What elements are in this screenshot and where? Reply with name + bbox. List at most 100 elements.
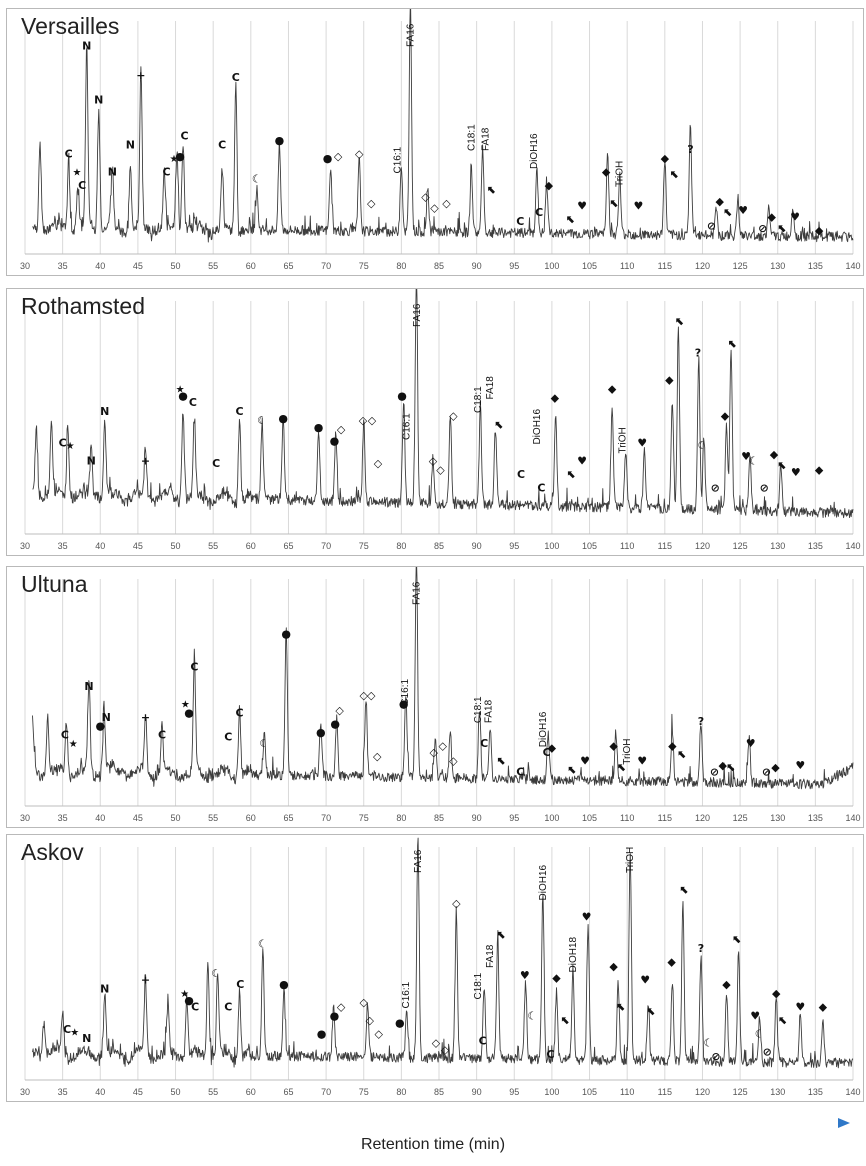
compound-label: C18:1 [466,124,477,151]
chromatogram-plot: 30 35 40 45 50 55 60 65 70 75 80 85 90 95 100 105 110 115… [20,9,861,271]
peak-annotation: ◆ [667,956,676,969]
x-tick-label: 105 [582,1087,597,1097]
peak-annotation: C [543,746,551,759]
peak-annotation: ◇ [335,704,344,717]
compound-label: FA16 [405,23,416,47]
compound-label: FA16 [413,849,424,873]
x-tick-label: 135 [808,261,823,271]
peak-annotation: ☾ [211,967,221,980]
x-tick-label: 140 [845,261,860,271]
x-axis-title: Retention time (min) [360,1136,506,1153]
x-tick-label: 100 [544,541,559,551]
peak-annotation: ◇ [430,202,439,215]
peak-annotation: ⊘ [711,1050,720,1063]
peak-annotation: ⬉ [487,184,496,197]
x-tick-label: 70 [321,261,331,271]
peak-annotation: ◇ [429,455,438,468]
peak-annotation: ◇ [375,1028,384,1041]
compound-label: FA18 [485,944,496,968]
peak-annotation: ☾ [698,439,708,452]
x-tick-label: 30 [20,541,30,551]
x-tick-label: 90 [472,261,482,271]
peak-annotation: + [141,974,150,987]
x-tick-label: 50 [171,541,181,551]
compound-label: C16:1 [393,146,404,173]
peak-annotation: ♥ [577,199,587,212]
peak-annotation: ◇ [439,739,448,752]
peak-annotation: ● [184,994,194,1007]
x-tick-label: 70 [321,813,331,823]
x-tick-label: 35 [58,541,68,551]
peak-annotation: ◆ [770,448,779,461]
compound-label: DiOH16 [532,408,543,444]
chromatogram-panel-versailles: Versailles 30 35 40 45 50 55 60 65 70 75 80 85 90 95 1… [6,8,864,276]
peak-annotation: C [480,737,488,750]
peak-annotation: ● [330,434,340,447]
peak-annotation: ⊘ [711,482,720,495]
panel-title: Askov [21,839,84,865]
peak-annotation: C [212,457,220,470]
x-tick-label: 35 [58,813,68,823]
x-tick-label: 45 [133,541,143,551]
x-tick-label: 140 [845,813,860,823]
peak-annotation: C [516,215,524,228]
peak-annotation: ⊘ [707,220,716,233]
x-tick-label: 110 [620,813,634,823]
peak-annotation: + [136,69,145,82]
peak-annotation: ◆ [609,960,618,973]
x-tick-label: 85 [434,261,444,271]
peak-annotation: ♥ [520,969,530,982]
peak-annotation: ⬉ [566,213,575,226]
peak-annotation: C [546,1048,554,1061]
peak-annotation: ☾ [755,1028,765,1041]
compound-label: C18:1 [473,972,484,999]
peak-annotation: N [100,983,109,996]
x-tick-label: 130 [770,541,785,551]
compound-label: DiOH16 [529,133,540,169]
peak-annotation: ☾ [527,1010,537,1023]
peak-annotation: ◆ [772,987,781,1000]
x-tick-label: 45 [133,261,143,271]
x-tick-label: 115 [658,813,672,823]
compound-label: TriOH [625,847,636,873]
peak-annotation: ◇ [359,996,368,1009]
peak-annotation: ◇ [421,190,430,203]
peak-annotation: ☾ [258,938,268,951]
x-tick-label: 85 [434,541,444,551]
peak-annotation: ◇ [432,1037,441,1050]
x-tick-label: 60 [246,1087,256,1097]
peak-annotation: ♥ [795,1001,805,1014]
peak-annotation: ◇ [367,197,376,210]
peak-annotation: ◆ [722,978,731,991]
compound-label: C16:1 [402,413,413,440]
peak-annotation: N [94,94,103,107]
peak-annotation: ◇ [337,423,346,436]
peak-annotation: ◇ [449,410,458,423]
panel-title: Ultuna [21,571,88,597]
peak-annotation: ⬉ [610,197,619,210]
peak-annotation: C [190,660,198,673]
x-tick-label: 40 [95,261,105,271]
peak-annotation: ◇ [442,197,451,210]
peak-annotation: ⬉ [568,763,577,776]
x-tick-label: 85 [434,1087,444,1097]
peak-annotation: C [517,468,525,481]
x-tick-label: 95 [509,261,519,271]
compound-label: C18:1 [473,696,484,723]
peak-annotation: ◆ [545,179,554,192]
peak-annotation: ◇ [367,689,376,702]
peak-annotation: N [84,680,93,693]
compound-label: TriOH [618,427,629,453]
peak-annotation: ● [278,412,288,425]
x-tick-label: 45 [133,813,143,823]
peak-annotation: ? [695,347,701,360]
peak-annotation: ★ [72,168,81,179]
x-tick-label: 115 [658,1087,672,1097]
peak-annotation: ◆ [665,374,674,387]
x-tick-label: 120 [695,261,710,271]
x-tick-label: 110 [620,261,634,271]
peak-annotation: C [162,166,170,179]
peak-annotation: N [102,711,111,724]
x-tick-label: 105 [582,261,597,271]
x-tick-label: 50 [171,261,181,271]
